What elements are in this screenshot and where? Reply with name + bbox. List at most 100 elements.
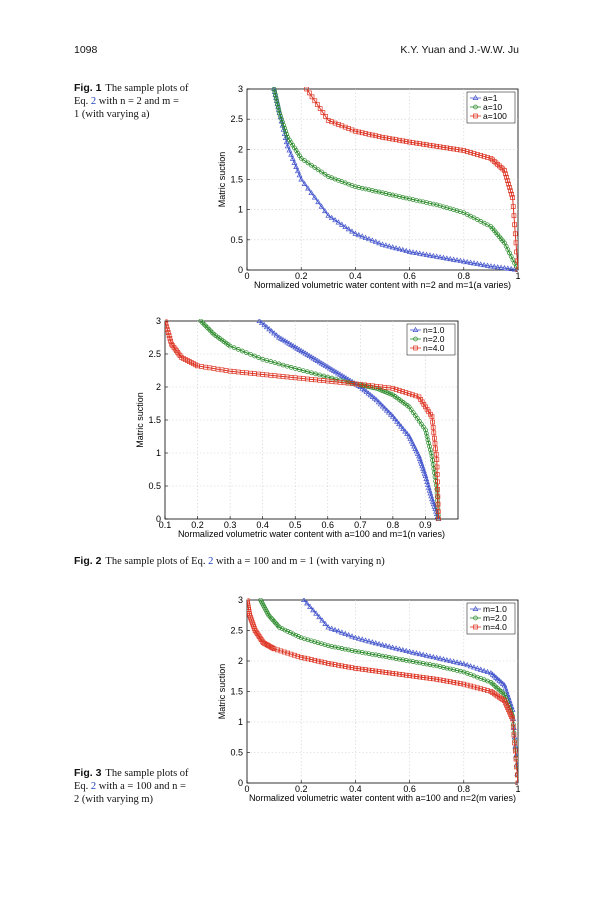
y-tick-label: 1.5 [148, 415, 161, 425]
data-point [322, 620, 329, 626]
legend-label: n=1.0 [423, 325, 445, 335]
data-point [430, 653, 437, 660]
data-point [298, 635, 304, 641]
data-point [260, 356, 266, 362]
data-point [349, 648, 355, 653]
data-point [512, 748, 518, 754]
legend-marker [413, 345, 418, 351]
data-point [300, 349, 307, 355]
data-point [319, 659, 324, 665]
y-tick-label: 0 [156, 514, 161, 524]
data-point [441, 204, 446, 210]
data-point [485, 688, 490, 693]
data-point [447, 666, 453, 672]
data-point [510, 716, 515, 722]
data-point [366, 638, 372, 644]
data-point [509, 191, 514, 197]
data-point [420, 199, 426, 205]
data-point [447, 206, 453, 212]
chart-3: 0 0.2 0.4 0.6 0.8 1 0 0.5 1 1.5 2 2.5 3 Normalized vo… [217, 595, 521, 803]
data-point [423, 251, 430, 257]
data-point [310, 355, 317, 361]
data-point [443, 255, 450, 261]
data-point [288, 365, 294, 370]
data-point [468, 150, 473, 155]
data-point [380, 669, 385, 675]
data-point [369, 393, 376, 399]
data-point [345, 632, 352, 638]
data-point [318, 360, 325, 366]
data-point [403, 658, 409, 663]
data-point [301, 180, 308, 186]
equation-link[interactable]: 2 [208, 556, 214, 567]
data-point [325, 118, 331, 123]
legend-label: m=1.0 [483, 604, 507, 614]
data-point [444, 665, 450, 671]
data-point [390, 385, 396, 391]
legend-marker [473, 615, 478, 621]
data-point [336, 122, 341, 127]
data-point [373, 668, 379, 674]
data-point [372, 238, 379, 244]
data-point [430, 425, 436, 430]
data-point [295, 653, 301, 659]
equation-link[interactable]: 2 [90, 96, 97, 107]
data-point [335, 370, 341, 376]
legend-label: a=100 [483, 111, 507, 121]
equation-link[interactable]: 2 [90, 781, 97, 792]
data-point [235, 347, 241, 352]
data-point [256, 319, 263, 323]
data-point [325, 212, 332, 218]
data-point [280, 362, 286, 368]
data-point [464, 149, 470, 154]
data-point [400, 425, 406, 432]
data-point [458, 209, 463, 215]
data-point [231, 345, 237, 351]
data-point [460, 660, 467, 667]
data-point [342, 124, 348, 130]
data-point [427, 444, 432, 449]
series-m=4.0 [247, 598, 518, 785]
data-point [454, 680, 460, 686]
x-tick-label: 0.2 [295, 271, 308, 281]
data-point [424, 661, 429, 667]
data-point [508, 265, 515, 272]
data-point [353, 184, 358, 190]
legend-marker [473, 113, 478, 119]
y-tick-label: 2.5 [230, 114, 243, 124]
data-point [336, 645, 341, 651]
data-point [383, 670, 389, 675]
data-point [369, 188, 375, 193]
legend-label: n=2.0 [423, 334, 445, 344]
data-point [413, 650, 420, 656]
data-point [504, 174, 509, 180]
data-point [277, 625, 282, 630]
chart-1: 0 0.2 0.4 0.6 0.8 1 0 0.5 1 1.5 2 2.5 3 Normalized vo… [217, 84, 521, 290]
data-point [501, 264, 508, 271]
data-point [419, 399, 425, 405]
x-axis-label: Normalized volumetric water content with… [249, 793, 516, 803]
data-point [437, 144, 443, 150]
data-point [373, 133, 379, 139]
data-point [288, 651, 294, 657]
data-point [511, 732, 517, 738]
data-point [292, 652, 297, 658]
data-point [369, 639, 376, 645]
data-point [427, 252, 433, 258]
data-point [315, 167, 321, 173]
data-point [399, 246, 406, 253]
data-point [284, 339, 290, 345]
data-point [276, 361, 282, 367]
data-point [508, 188, 513, 194]
data-point [355, 231, 362, 238]
y-tick-label: 2 [238, 144, 243, 154]
legend: n=1.0n=2.0n=4.0 [406, 323, 456, 356]
data-point [371, 395, 378, 401]
data-point [291, 159, 298, 165]
data-point [338, 629, 345, 635]
data-point [376, 669, 382, 674]
running-authors: K.Y. Yuan and J.-W.W. Ju [400, 44, 519, 56]
data-point [244, 350, 249, 356]
data-point [363, 388, 370, 394]
data-point [288, 630, 293, 635]
